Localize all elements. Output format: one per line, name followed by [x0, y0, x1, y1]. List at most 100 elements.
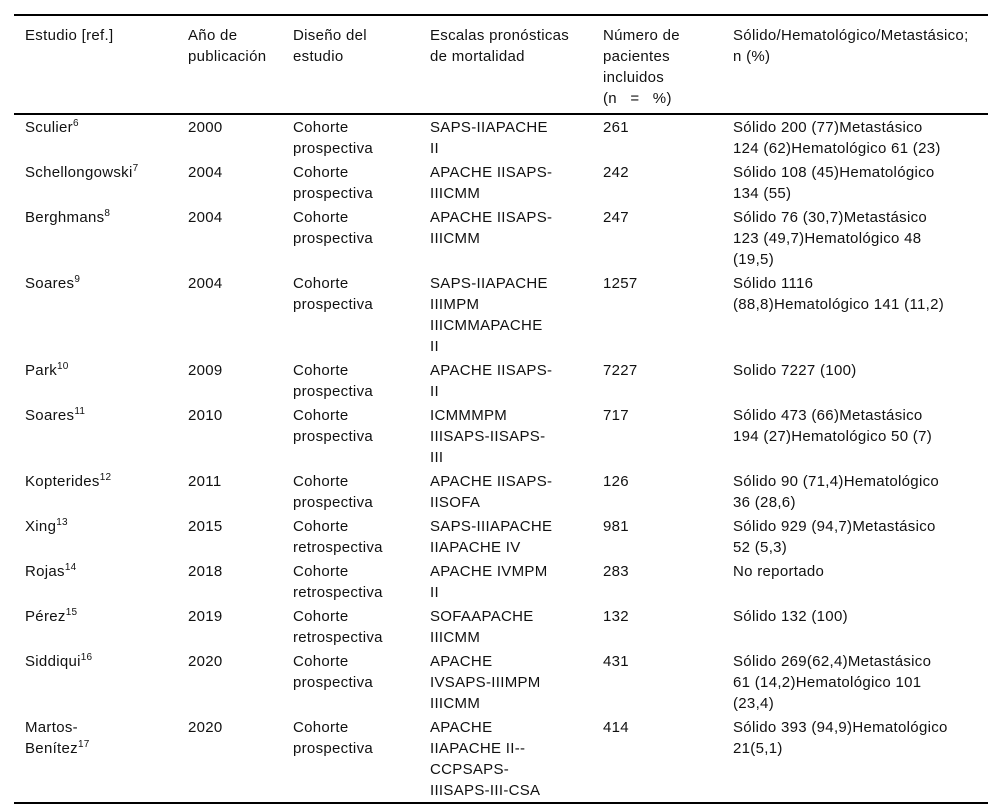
cell-scales: SOFAAPACHE IIICMM — [430, 608, 534, 646]
cell-distribution: Sólido 76 (30,7)Metastásico 123 (49,7)He… — [733, 209, 928, 268]
table-row: Sculier6 2000 Cohorte prospectiva SAPS-I… — [14, 114, 988, 160]
cell-design: Cohorte prospectiva — [293, 119, 374, 157]
cell-study: Soares11 — [14, 403, 188, 469]
study-ref: 9 — [74, 274, 81, 285]
cell-distribution: No reportado — [733, 563, 825, 580]
cell-design: Cohorte retrospectiva — [293, 608, 383, 646]
cell-design: Cohorte retrospectiva — [293, 563, 383, 601]
cell-patients: 7227 — [603, 362, 638, 379]
cell-year: 2009 — [188, 362, 223, 379]
study-ref: 16 — [80, 652, 93, 663]
cell-scales: APACHE IISAPS- II — [430, 362, 553, 400]
study-name: Soares — [25, 275, 75, 292]
cell-study: Soares9 — [14, 271, 188, 358]
cell-scales: APACHE IVMPM II — [430, 563, 548, 601]
cell-patients: 431 — [603, 653, 629, 670]
study-ref: 14 — [64, 562, 77, 573]
cell-year: 2018 — [188, 563, 223, 580]
cell-scales: ICMMMPM IIISAPS-IISAPS- III — [430, 407, 546, 466]
study-name: Soares — [25, 407, 75, 424]
cell-patients: 126 — [603, 473, 629, 490]
study-name: Sculier — [25, 119, 73, 136]
study-name: Pérez — [25, 608, 66, 625]
cell-study: Pérez15 — [14, 604, 188, 649]
cell-patients: 981 — [603, 518, 629, 535]
study-name: Xing — [25, 518, 57, 535]
cell-year: 2015 — [188, 518, 223, 535]
study-ref: 13 — [56, 517, 68, 528]
cell-design: Cohorte prospectiva — [293, 719, 374, 757]
cell-year: 2020 — [188, 653, 223, 670]
cell-scales: APACHE IISAPS- IISOFA — [430, 473, 553, 511]
cell-scales: SAPS-IIIAPACHE IIAPACHE IV — [430, 518, 553, 556]
cell-distribution: Solido 7227 (100) — [733, 362, 857, 379]
cell-patients: 283 — [603, 563, 629, 580]
study-ref: 11 — [74, 406, 86, 417]
cell-patients: 717 — [603, 407, 629, 424]
col-header-distribution: Sólido/Hematológico/Metastásico; n (%) — [733, 15, 988, 115]
cell-distribution: Sólido 393 (94,9)Hematológico 21(5,1) — [733, 719, 948, 757]
cell-patients: 132 — [603, 608, 629, 625]
cell-study: Martos- Benítez17 — [14, 715, 188, 803]
cell-scales: APACHE IVSAPS-IIIMPM IIICMM — [430, 653, 541, 712]
cell-scales: APACHE IISAPS- IIICMM — [430, 209, 553, 247]
col-header-patients: Número de pacientes incluidos (n = %) — [603, 15, 733, 115]
cell-year: 2020 — [188, 719, 223, 736]
study-ref: 12 — [99, 472, 112, 483]
cell-study: Schellongowski7 — [14, 160, 188, 205]
study-ref: 15 — [65, 607, 78, 618]
cell-study: Xing13 — [14, 514, 188, 559]
col-header-scales: Escalas pronósticas de mortalidad — [430, 15, 603, 115]
table-row: Xing13 2015 Cohorte retrospectiva SAPS-I… — [14, 514, 988, 559]
cell-study: Rojas14 — [14, 559, 188, 604]
table-row: Martos- Benítez17 2020 Cohorte prospecti… — [14, 715, 988, 803]
cell-distribution: Sólido 269(62,4)Metastásico 61 (14,2)Hem… — [733, 653, 932, 712]
cell-design: Cohorte retrospectiva — [293, 518, 383, 556]
cell-study: Siddiqui16 — [14, 649, 188, 715]
cell-patients: 414 — [603, 719, 629, 736]
study-name: Kopterides — [25, 473, 100, 490]
col-header-year: Año de publicación — [188, 15, 293, 115]
cell-distribution: Sólido 200 (77)Metastásico 124 (62)Hemat… — [733, 119, 941, 157]
cell-patients: 1257 — [603, 275, 638, 292]
study-ref: 8 — [104, 208, 111, 219]
cell-study: Berghmans8 — [14, 205, 188, 271]
cell-study: Kopterides12 — [14, 469, 188, 514]
cell-design: Cohorte prospectiva — [293, 209, 374, 247]
cell-scales: APACHE IISAPS- IIICMM — [430, 164, 553, 202]
cell-design: Cohorte prospectiva — [293, 275, 374, 313]
cell-design: Cohorte prospectiva — [293, 473, 374, 511]
table-row: Berghmans8 2004 Cohorte prospectiva APAC… — [14, 205, 988, 271]
cell-patients: 247 — [603, 209, 629, 226]
cell-year: 2011 — [188, 473, 222, 490]
cell-patients: 261 — [603, 119, 629, 136]
cell-patients: 242 — [603, 164, 629, 181]
cell-distribution: Sólido 929 (94,7)Metastásico 52 (5,3) — [733, 518, 936, 556]
cell-year: 2019 — [188, 608, 223, 625]
table-row: Soares9 2004 Cohorte prospectiva SAPS-II… — [14, 271, 988, 358]
cell-scales: APACHE IIAPACHE II-- CCPSAPS- IIISAPS-II… — [430, 719, 541, 799]
table-row: Siddiqui16 2020 Cohorte prospectiva APAC… — [14, 649, 988, 715]
study-name: Siddiqui — [25, 653, 81, 670]
study-name: Rojas — [25, 563, 65, 580]
study-ref: 17 — [77, 739, 90, 750]
table-row: Park10 2009 Cohorte prospectiva APACHE I… — [14, 358, 988, 403]
cell-scales: SAPS-IIAPACHE IIIMPM IIICMMAPACHE II — [430, 275, 548, 355]
cell-year: 2004 — [188, 275, 223, 292]
cell-design: Cohorte prospectiva — [293, 407, 374, 445]
cell-year: 2004 — [188, 209, 223, 226]
col-header-study: Estudio [ref.] — [14, 15, 188, 115]
study-name: Schellongowski — [25, 164, 133, 181]
study-ref: 7 — [132, 163, 139, 174]
cell-scales: SAPS-IIAPACHE II — [430, 119, 548, 157]
table-row: Schellongowski7 2004 Cohorte prospectiva… — [14, 160, 988, 205]
header-row: Estudio [ref.] Año de publicación Diseño… — [14, 15, 988, 115]
cell-year: 2000 — [188, 119, 223, 136]
cell-year: 2010 — [188, 407, 223, 424]
cell-design: Cohorte prospectiva — [293, 653, 374, 691]
study-name: Berghmans — [25, 209, 105, 226]
cell-year: 2004 — [188, 164, 223, 181]
study-ref: 10 — [57, 361, 69, 372]
table-row: Kopterides12 2011 Cohorte prospectiva AP… — [14, 469, 988, 514]
